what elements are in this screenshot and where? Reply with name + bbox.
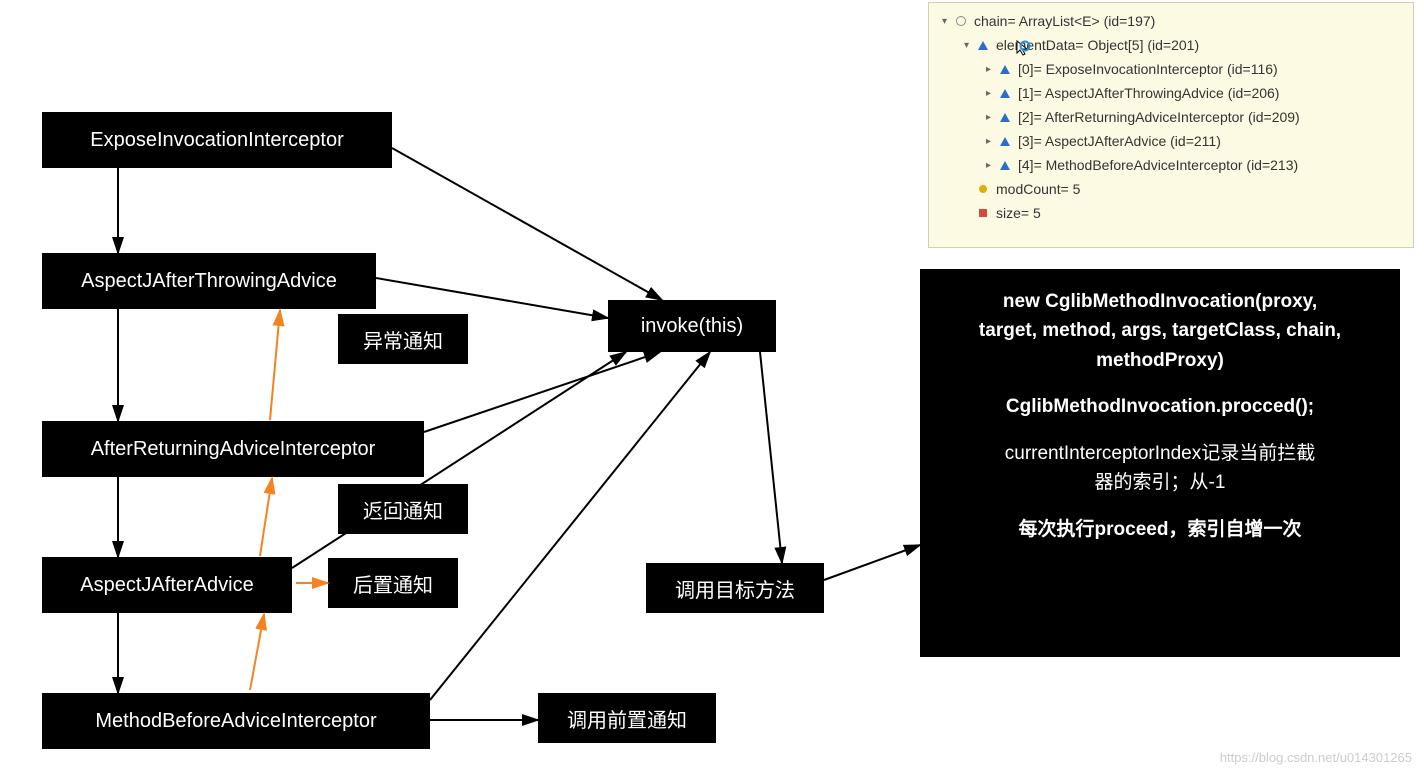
expand-right-icon[interactable]: ▸ bbox=[981, 112, 996, 123]
debug-row-text: modCount= 5 bbox=[996, 181, 1080, 197]
debug-row[interactable]: ▸ [0]= ExposeInvocationInterceptor (id=11… bbox=[937, 57, 1405, 81]
node-label: 调用前置通知 bbox=[567, 704, 687, 733]
object-icon bbox=[956, 16, 966, 26]
expand-right-icon[interactable]: ▸ bbox=[981, 88, 996, 99]
info-line: 器的索引；从-1 bbox=[934, 468, 1386, 497]
node-label: invoke(this) bbox=[641, 315, 743, 338]
debug-row-text: [1]= AspectJAfterThrowingAdvice (id=206) bbox=[1018, 85, 1279, 101]
info-line: 每次执行proceed，索引自增一次 bbox=[934, 515, 1386, 544]
debug-row[interactable]: ▸ [4]= MethodBeforeAdviceInterceptor (id=… bbox=[937, 153, 1405, 177]
node-after-returning-advice-interceptor: AfterReturningAdviceInterceptor bbox=[42, 421, 424, 477]
debug-row-text: [3]= AspectJAfterAdvice (id=211) bbox=[1018, 133, 1221, 149]
field-icon bbox=[1000, 89, 1010, 98]
node-label: 异常通知 bbox=[363, 325, 443, 354]
node-call-before-advice: 调用前置通知 bbox=[538, 693, 716, 743]
debug-row-text: [0]= ExposeInvocationInterceptor (id=116… bbox=[1018, 61, 1278, 77]
expand-right-icon[interactable]: ▸ bbox=[981, 160, 996, 171]
node-expose-invocation-interceptor: ExposeInvocationInterceptor bbox=[42, 112, 392, 168]
debug-row-text: [2]= AfterReturningAdviceInterceptor (id… bbox=[1018, 109, 1300, 125]
info-line: new CglibMethodInvocation(proxy, bbox=[934, 287, 1386, 316]
node-invoke-this: invoke(this) bbox=[608, 300, 776, 352]
info-line bbox=[934, 498, 1386, 515]
debug-row-text: size= 5 bbox=[996, 205, 1041, 221]
debug-row-text: chain= ArrayList<E> (id=197) bbox=[974, 13, 1155, 29]
node-after-advice-label: 后置通知 bbox=[328, 558, 458, 608]
info-line: currentInterceptorIndex记录当前拦截 bbox=[934, 439, 1386, 468]
field-icon bbox=[1000, 113, 1010, 122]
field-icon bbox=[978, 41, 988, 50]
node-label: MethodBeforeAdviceInterceptor bbox=[95, 710, 376, 733]
node-label: AfterReturningAdviceInterceptor bbox=[91, 438, 376, 461]
info-line: target, method, args, targetClass, chain… bbox=[934, 316, 1386, 345]
info-line: CglibMethodInvocation.procced(); bbox=[934, 392, 1386, 421]
field-icon bbox=[1000, 161, 1010, 170]
node-exception-advice-label: 异常通知 bbox=[338, 314, 468, 364]
orange-arrows bbox=[250, 310, 328, 690]
info-line bbox=[934, 422, 1386, 439]
node-label: 调用目标方法 bbox=[675, 574, 795, 603]
explanation-box: new CglibMethodInvocation(proxy,target, … bbox=[920, 269, 1400, 657]
node-method-before-advice-interceptor: MethodBeforeAdviceInterceptor bbox=[42, 693, 430, 749]
node-label: 后置通知 bbox=[353, 569, 433, 598]
debug-row[interactable]: ▾ chain= ArrayList<E> (id=197) bbox=[937, 9, 1405, 33]
field-icon bbox=[1000, 137, 1010, 146]
node-label: 返回通知 bbox=[363, 495, 443, 524]
debug-row-text: [4]= MethodBeforeAdviceInterceptor (id=2… bbox=[1018, 157, 1298, 173]
debug-row[interactable]: ▸ [2]= AfterReturningAdviceInterceptor (i… bbox=[937, 105, 1405, 129]
debug-row[interactable]: modCount= 5 bbox=[937, 177, 1405, 201]
primitive-icon bbox=[979, 185, 987, 193]
debug-variables-panel: ▾chain= ArrayList<E> (id=197)▾elementDat… bbox=[928, 2, 1414, 248]
debug-row[interactable]: size= 5 bbox=[937, 201, 1405, 225]
node-label: AspectJAfterAdvice bbox=[80, 574, 253, 597]
node-return-advice-label: 返回通知 bbox=[338, 484, 468, 534]
node-aspectj-after-advice: AspectJAfterAdvice bbox=[42, 557, 292, 613]
cursor-icon bbox=[1016, 40, 1032, 56]
debug-row[interactable]: ▸ [3]= AspectJAfterAdvice (id=211) bbox=[937, 129, 1405, 153]
expand-right-icon[interactable]: ▸ bbox=[981, 64, 996, 75]
node-label: ExposeInvocationInterceptor bbox=[90, 129, 344, 152]
node-aspectj-after-throwing-advice: AspectJAfterThrowingAdvice bbox=[42, 253, 376, 309]
expand-right-icon[interactable]: ▸ bbox=[981, 136, 996, 147]
expand-down-icon[interactable]: ▾ bbox=[937, 16, 952, 27]
size-icon bbox=[979, 209, 987, 217]
expand-down-icon[interactable]: ▾ bbox=[959, 40, 974, 51]
node-label: AspectJAfterThrowingAdvice bbox=[81, 270, 337, 293]
node-call-target-method: 调用目标方法 bbox=[646, 563, 824, 613]
info-line bbox=[934, 375, 1386, 392]
debug-row[interactable]: ▸ [1]= AspectJAfterThrowingAdvice (id=206… bbox=[937, 81, 1405, 105]
watermark-text: https://blog.csdn.net/u014301265 bbox=[1220, 750, 1412, 765]
field-icon bbox=[1000, 65, 1010, 74]
debug-row[interactable]: ▾elementData= Object[5] (id=201) bbox=[937, 33, 1405, 57]
info-line: methodProxy) bbox=[934, 346, 1386, 375]
